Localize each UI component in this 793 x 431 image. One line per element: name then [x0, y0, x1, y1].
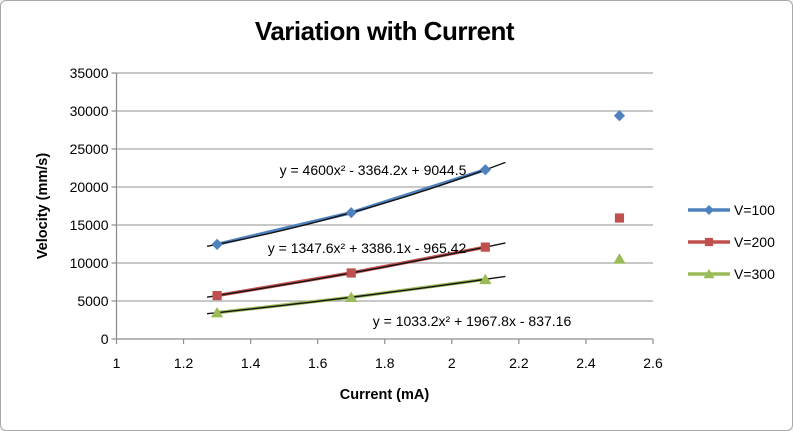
y-tick-label: 10000 [69, 255, 109, 271]
x-tick-label: 1.2 [173, 355, 194, 371]
y-axis-title: Velocity (mm/s) [35, 152, 51, 260]
square-marker[interactable] [480, 242, 490, 252]
legend-label: V=100 [734, 201, 775, 218]
trendline [206, 242, 506, 298]
x-tick-label: 1.6 [307, 355, 328, 371]
legend-marker[interactable] [703, 268, 715, 278]
legend-marker[interactable] [704, 204, 714, 215]
diamond-marker[interactable] [479, 164, 491, 176]
triangle-marker[interactable] [210, 307, 224, 318]
x-tick-label: 1 [112, 355, 121, 371]
legend-marker[interactable] [704, 237, 714, 246]
legend-line-diamond-icon [688, 204, 730, 215]
trendline-equation-v200: y = 1347.6x² + 3386.1x - 965.42 [267, 240, 467, 256]
triangle-marker[interactable] [613, 253, 626, 264]
square-marker[interactable] [212, 291, 222, 301]
legend-item-v200[interactable]: V=200 [687, 227, 775, 256]
legend-item-v100[interactable]: V=100 [687, 195, 775, 224]
chart-title: Variation with Current [254, 16, 515, 46]
x-tick-label: 2.4 [576, 355, 596, 371]
y-tick-label: 0 [100, 331, 109, 347]
diamond-marker[interactable] [613, 110, 626, 122]
triangle-marker[interactable] [479, 273, 492, 285]
trendline-equation-v300: y = 1033.2x² + 1967.8x - 837.16 [372, 313, 572, 329]
diamond-marker[interactable] [211, 238, 223, 250]
y-tick-label: 25000 [69, 141, 109, 157]
x-axis-title: Current (mA) [339, 387, 430, 403]
x-tick-label: 2.6 [643, 355, 663, 371]
trendline-equation-v100: y = 4600x² - 3364.2x + 9044.5 [279, 162, 467, 178]
trendline [206, 275, 506, 315]
x-tick-label: 2 [447, 355, 456, 371]
legend-label: V=200 [734, 233, 775, 250]
x-tick-label: 2.2 [509, 355, 529, 371]
square-marker[interactable] [614, 213, 625, 223]
y-tick-label: 15000 [69, 217, 109, 233]
legend-line-square-icon [688, 237, 730, 246]
square-marker[interactable] [346, 268, 356, 278]
triangle-marker[interactable] [345, 291, 358, 303]
legend-item-v300[interactable]: V=300 [687, 259, 775, 288]
series-v100 [206, 110, 626, 250]
trendline [206, 161, 506, 248]
x-tick-label: 1.8 [375, 355, 395, 371]
legend-label: V=300 [734, 265, 775, 282]
diamond-marker[interactable] [345, 207, 357, 219]
series-v300 [206, 253, 626, 318]
series-v200 [206, 213, 625, 301]
y-tick-label: 5000 [77, 293, 109, 309]
y-tick-label: 35000 [69, 65, 109, 81]
axes [111, 72, 654, 344]
legend-line-triangle-icon [688, 268, 730, 278]
series-line [216, 168, 486, 247]
y-tick-label: 20000 [69, 179, 109, 195]
y-tick-label: 30000 [69, 103, 109, 119]
x-tick-label: 1.4 [240, 355, 261, 371]
legend: V=100 V=200 V=300 [687, 195, 775, 288]
gridlines [116, 72, 653, 302]
